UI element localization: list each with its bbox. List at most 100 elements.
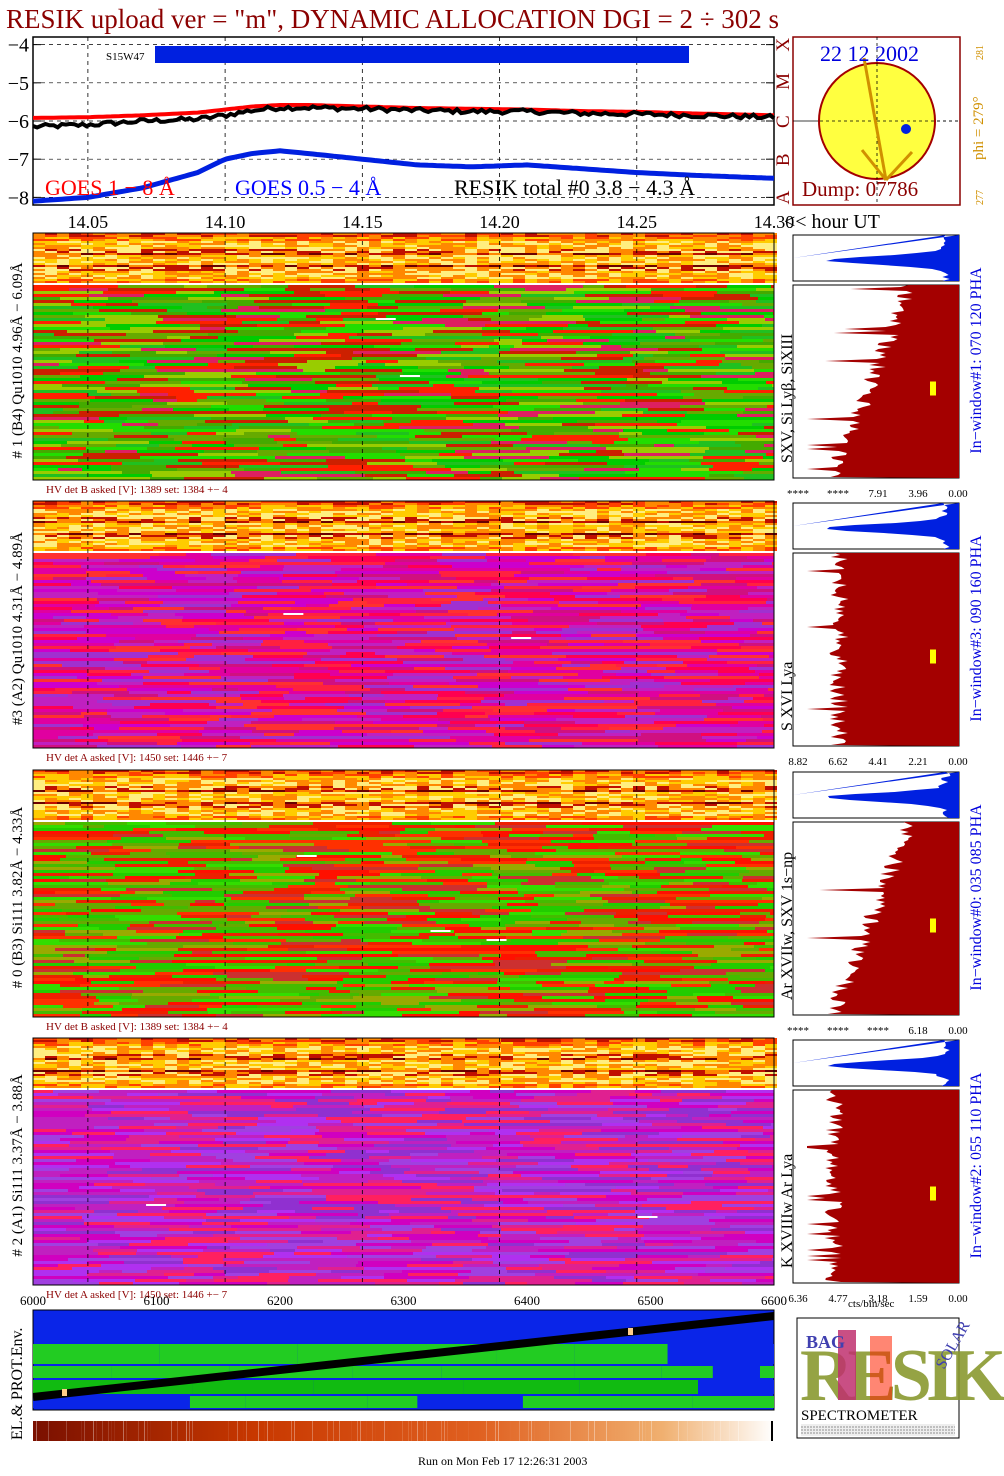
heat-band bbox=[33, 1038, 777, 1088]
spectrum-profile bbox=[807, 1090, 959, 1283]
phi-bottom-label: 277 bbox=[975, 190, 986, 205]
heat-band bbox=[33, 233, 777, 283]
channel-tick-label: 6100 bbox=[144, 1293, 170, 1308]
y-tick-label: −5 bbox=[8, 73, 29, 95]
window-marker bbox=[930, 381, 936, 396]
spectrogram-panels: HV det B asked [V]: 1389 set: 1384 +− 4 #… bbox=[10, 232, 985, 1310]
spectrum-rows bbox=[33, 1090, 774, 1285]
goes-class-letter: A bbox=[773, 190, 794, 204]
line-id-label: Ar XVIIw, SXV 1s−np bbox=[779, 852, 796, 1000]
spectrogram-panel: HV det B asked [V]: 1389 set: 1384 +− 4 #… bbox=[10, 232, 985, 500]
scale-tick-label: **** bbox=[827, 1025, 849, 1037]
scale-tick-label: 0.00 bbox=[948, 1025, 968, 1037]
phi-label: phi = 279° bbox=[971, 96, 987, 160]
panel-side-label: # 0 (B3) Si111 3.82Å − 4.33Å bbox=[10, 807, 26, 989]
hv-label: HV det B asked [V]: 1389 set: 1384 +− 4 bbox=[46, 484, 228, 496]
goes-class-letters: X M C B A bbox=[773, 38, 794, 205]
position-angle-marker bbox=[860, 57, 914, 182]
goes-class-letter: B bbox=[773, 153, 794, 166]
legend-goes-short: GOES 0.5 − 4 Å bbox=[235, 175, 381, 200]
lightcurve-y-ticks: −4 −5 −6 −7 −8 bbox=[8, 35, 774, 209]
goes-class-letter: X bbox=[773, 38, 794, 52]
x-tick-label: 14.25 bbox=[617, 212, 658, 232]
spectrum-profile bbox=[807, 553, 959, 746]
y-tick-label: −6 bbox=[8, 111, 29, 133]
scale-tick-label: 0.00 bbox=[948, 756, 968, 768]
scale-tick-label: 8.82 bbox=[788, 756, 807, 768]
window-marker bbox=[930, 1186, 936, 1201]
y-tick-label: −4 bbox=[8, 35, 29, 57]
channel-tick-label: 6000 bbox=[20, 1293, 46, 1308]
resik-logo: RESIK BAG SOLAR SPECTROMETER bbox=[796, 1317, 1004, 1439]
logo-bag-text: BAG bbox=[806, 1332, 845, 1352]
scale-tick-label: **** bbox=[787, 1025, 809, 1037]
lightcurve-grid bbox=[33, 37, 774, 205]
heat-band bbox=[33, 770, 777, 820]
lightcurve-x-ticks: 14.05 14.10 14.15 14.20 14.25 14.30 bbox=[68, 212, 795, 232]
spectrum-rows bbox=[33, 285, 774, 480]
channel-tick-label: 6500 bbox=[638, 1293, 664, 1308]
phi-small-label: 281 bbox=[975, 45, 986, 60]
channel-axis: 6000 6100 6200 6300 6400 6500 6600 bbox=[20, 1293, 787, 1308]
scale-unit-label: cts/bin/sec bbox=[848, 1298, 895, 1310]
sun-date: 22 12 2002 bbox=[820, 41, 919, 66]
window-label: In−window#0: 035 085 PHA bbox=[968, 804, 985, 991]
lightcurve-line bbox=[32, 104, 776, 130]
scale-tick-label: 2.21 bbox=[908, 756, 927, 768]
footer-text: Run on Mon Feb 17 12:26:31 2003 bbox=[418, 1454, 587, 1468]
environment-label: EL.& PROT.Env. bbox=[9, 1328, 26, 1440]
window-label: In−window#1: 070 120 PHA bbox=[968, 267, 985, 454]
pha-profile bbox=[793, 503, 959, 549]
spectrum-rows bbox=[33, 553, 774, 748]
spectrogram-panel: HV det B asked [V]: 1389 set: 1384 +− 4 #… bbox=[10, 769, 985, 1037]
lightcurve-series bbox=[32, 103, 776, 204]
scale-tick-label: 1.59 bbox=[908, 1293, 928, 1305]
line-id-label: SXV, Si Lyβ, SiXIII bbox=[779, 334, 796, 463]
x-tick-label: 14.30 bbox=[754, 212, 795, 232]
spectrum-profile bbox=[807, 285, 959, 478]
scale-tick-label: 0.00 bbox=[948, 488, 968, 500]
y-tick-label: −7 bbox=[8, 149, 29, 171]
scale-tick-label: 6.18 bbox=[908, 1025, 928, 1037]
sunset-strip bbox=[33, 1421, 774, 1441]
flare-position-dot bbox=[901, 124, 911, 134]
channel-tick-label: 6300 bbox=[391, 1293, 417, 1308]
x-tick-label: 14.05 bbox=[68, 212, 109, 232]
scale-tick-label: **** bbox=[787, 488, 809, 500]
pha-profile bbox=[793, 235, 959, 281]
flare-location-label: S15W47 bbox=[106, 51, 145, 63]
channel-tick-label: 6600 bbox=[761, 1293, 787, 1308]
window-marker bbox=[930, 918, 936, 933]
window-label: In−window#2: 055 110 PHA bbox=[968, 1072, 985, 1258]
spectrogram-panel: HV det A asked [V]: 1450 set: 1446 +− 7 #… bbox=[10, 500, 985, 768]
scale-tick-label: 6.36 bbox=[788, 1293, 808, 1305]
hv-label: HV det A asked [V]: 1450 set: 1446 +− 7 bbox=[46, 752, 228, 764]
window-label: In−window#3: 090 160 PHA bbox=[968, 535, 985, 722]
logo-big-text: RESIK bbox=[800, 1335, 1004, 1417]
y-tick-label: −8 bbox=[8, 187, 29, 209]
x-tick-label: 14.15 bbox=[342, 212, 383, 232]
lightcurve-line bbox=[32, 148, 775, 204]
legend-resik: RESIK total #0 3.8 − 4.3 Å bbox=[454, 175, 695, 200]
x-tick-label: 14.10 bbox=[205, 212, 246, 232]
legend-goes-long: GOES 1 − 8 Å bbox=[45, 175, 175, 200]
panel-side-label: # 1 (B4) Qu1010 4.96Å − 6.09Å bbox=[10, 262, 26, 458]
scale-tick-label: 3.18 bbox=[868, 1293, 888, 1305]
panel-side-label: #3 (A2) Qu1010 4.31Å − 4.89Å bbox=[10, 532, 26, 725]
channel-tick-label: 6400 bbox=[514, 1293, 540, 1308]
flare-location-bar bbox=[155, 46, 689, 63]
logo-caption: SPECTROMETER bbox=[801, 1408, 918, 1424]
pha-profile bbox=[793, 1040, 959, 1086]
scale-tick-label: 3.96 bbox=[908, 488, 928, 500]
environment-trend-line bbox=[32, 1312, 775, 1401]
spectrum-profile bbox=[807, 822, 959, 1015]
dump-label: Dump: 07786 bbox=[802, 177, 918, 201]
spectrum-rows bbox=[33, 822, 774, 1017]
scale-tick-label: 7.91 bbox=[868, 488, 887, 500]
pha-profile bbox=[793, 772, 959, 818]
goes-class-letter: C bbox=[773, 115, 794, 128]
scale-tick-label: 4.77 bbox=[828, 1293, 848, 1305]
scale-tick-label: 6.62 bbox=[828, 756, 847, 768]
goes-class-letter: M bbox=[773, 73, 794, 90]
